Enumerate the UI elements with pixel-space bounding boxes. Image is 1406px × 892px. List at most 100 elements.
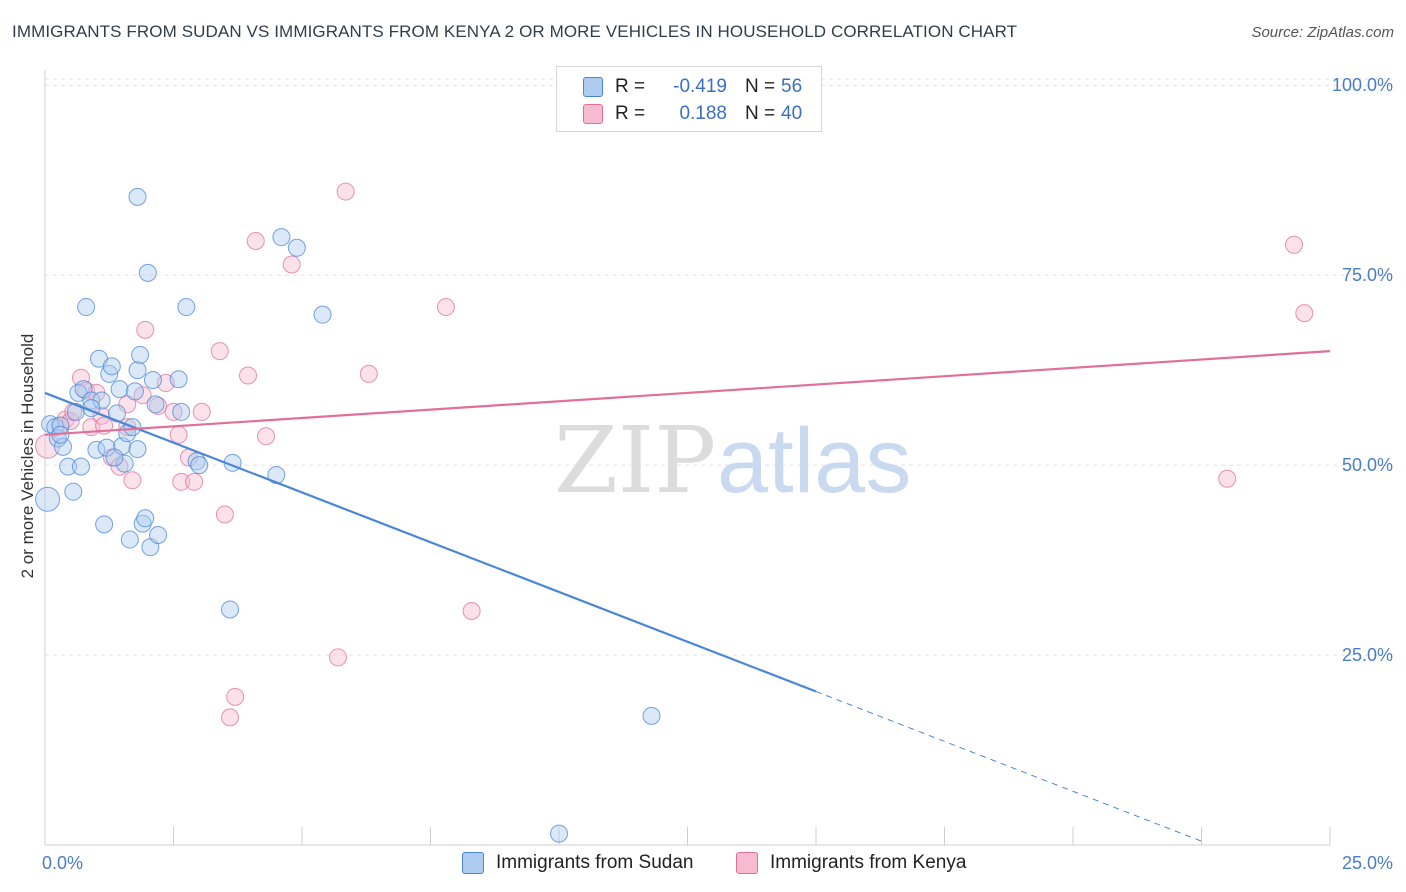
y-tick-label: 25.0% bbox=[1342, 645, 1393, 665]
sudan-point bbox=[71, 457, 90, 476]
sudan-point bbox=[102, 357, 121, 376]
sudan-point bbox=[550, 824, 568, 843]
legend-row-sudan: R = -0.419 N = 56 bbox=[583, 75, 802, 99]
y-tick-label: 75.0% bbox=[1342, 265, 1393, 285]
kenya-point bbox=[246, 231, 265, 250]
sudan-point bbox=[59, 457, 78, 476]
sudan-point bbox=[120, 530, 139, 549]
sudan-point bbox=[95, 515, 114, 534]
kenya-point bbox=[215, 505, 234, 524]
sudan-point bbox=[128, 440, 147, 459]
trend-line-dashed bbox=[815, 691, 1202, 842]
watermark: ZIP atlas bbox=[554, 407, 911, 514]
kenya-points bbox=[35, 182, 1314, 727]
kenya-point bbox=[172, 472, 191, 491]
sudan-point bbox=[143, 371, 162, 389]
sudan-point bbox=[190, 456, 209, 475]
sudan-point bbox=[146, 395, 165, 414]
kenya-point bbox=[226, 687, 245, 706]
legend-label-kenya: Immigrants from Kenya bbox=[770, 852, 967, 873]
kenya-point bbox=[110, 457, 129, 476]
sudan-point bbox=[128, 187, 147, 206]
watermark-atlas: atlas bbox=[717, 410, 911, 512]
kenya-point bbox=[164, 402, 183, 421]
sudan-point bbox=[97, 438, 116, 457]
sudan-swatch bbox=[462, 852, 484, 874]
kenya-point bbox=[210, 342, 229, 361]
sudan-point bbox=[77, 298, 96, 317]
sudan-point bbox=[149, 526, 168, 544]
n-value: 56 bbox=[781, 76, 803, 97]
sudan-point bbox=[177, 298, 196, 317]
legend-label-sudan: Immigrants from Sudan bbox=[496, 852, 694, 873]
n-label: N = bbox=[745, 103, 776, 124]
kenya-point bbox=[462, 601, 481, 620]
watermark-zip: ZIP bbox=[554, 407, 716, 514]
sudan-point bbox=[100, 364, 119, 383]
legend-item-kenya[interactable]: Immigrants from Kenya bbox=[736, 852, 966, 874]
sudan-point bbox=[35, 486, 61, 512]
kenya-point bbox=[192, 402, 211, 421]
n-label: N = bbox=[745, 76, 776, 97]
kenya-point bbox=[282, 255, 301, 274]
x-tick-label: 25.0% bbox=[1342, 853, 1393, 873]
kenya-point bbox=[136, 320, 155, 339]
kenya-point bbox=[336, 182, 355, 201]
kenya-point bbox=[359, 364, 378, 383]
sudan-point bbox=[169, 370, 188, 389]
sudan-point bbox=[105, 448, 124, 467]
sudan-point bbox=[642, 706, 661, 725]
y-tick-label: 100.0% bbox=[1332, 75, 1393, 95]
sudan-point bbox=[287, 238, 306, 257]
sudan-points bbox=[35, 187, 661, 843]
kenya-point bbox=[185, 472, 204, 491]
sudan-point bbox=[128, 361, 147, 380]
r-label: R = bbox=[615, 76, 646, 97]
legend-row-kenya: R = 0.188 N = 40 bbox=[583, 102, 802, 126]
y-axis-label: 2 or more Vehicles in Household bbox=[18, 334, 37, 579]
r-label: R = bbox=[615, 103, 646, 124]
kenya-point bbox=[221, 708, 240, 727]
kenya-point bbox=[239, 366, 258, 385]
r-value: -0.419 bbox=[673, 76, 727, 97]
kenya-swatch bbox=[736, 852, 758, 874]
sudan-point bbox=[136, 509, 155, 528]
sudan-point bbox=[131, 345, 150, 364]
sudan-point bbox=[92, 391, 111, 410]
trend-line bbox=[44, 391, 817, 693]
sudan-point bbox=[221, 600, 240, 619]
sudan-point bbox=[64, 482, 83, 501]
sudan-point bbox=[313, 305, 332, 324]
sudan-point bbox=[138, 263, 157, 282]
kenya-point bbox=[328, 648, 347, 667]
sudan-point bbox=[172, 402, 191, 421]
sudan-point bbox=[115, 454, 134, 473]
trend-line bbox=[44, 350, 1331, 436]
kenya-point bbox=[257, 427, 276, 446]
n-value: 40 bbox=[781, 103, 803, 124]
trend-lines bbox=[44, 350, 1331, 842]
kenya-point bbox=[169, 425, 188, 444]
kenya-point bbox=[123, 471, 142, 490]
sudan-point bbox=[110, 380, 129, 399]
sudan-swatch bbox=[583, 77, 603, 97]
sudan-point bbox=[272, 228, 291, 247]
sudan-point bbox=[82, 391, 101, 410]
series-legend: Immigrants from Sudan Immigrants from Ke… bbox=[0, 852, 1406, 878]
source-label: Source: ZipAtlas.com bbox=[1251, 24, 1394, 41]
sudan-point bbox=[125, 382, 144, 401]
x-tick-label: 0.0% bbox=[42, 853, 83, 873]
kenya-point bbox=[436, 298, 455, 317]
r-value: 0.188 bbox=[679, 103, 727, 124]
y-tick-label: 50.0% bbox=[1342, 455, 1393, 475]
correlation-legend: R = -0.419 N = 56 R = 0.188 N = 40 bbox=[556, 66, 822, 132]
kenya-swatch bbox=[583, 104, 603, 124]
kenya-point bbox=[1295, 304, 1314, 323]
sudan-point bbox=[133, 514, 152, 533]
kenya-point bbox=[1218, 469, 1237, 488]
tick-labels: 25.0% 50.0% 75.0% 100.0% 0.0% 25.0% bbox=[42, 75, 1393, 873]
kenya-point bbox=[1285, 235, 1304, 254]
legend-item-sudan[interactable]: Immigrants from Sudan bbox=[462, 852, 693, 874]
chart-title: IMMIGRANTS FROM SUDAN VS IMMIGRANTS FROM… bbox=[12, 22, 1018, 41]
